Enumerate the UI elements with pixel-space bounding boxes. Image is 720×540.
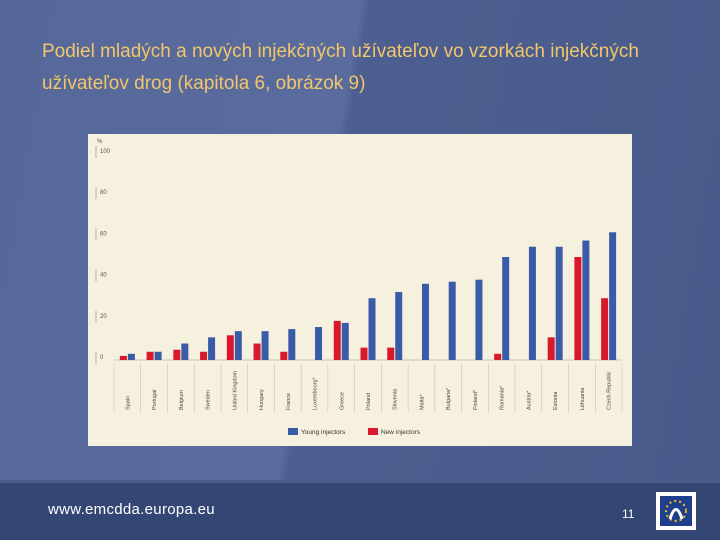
chart-panel: % 0 20 40 60 80 100 Spain Portugal Belgium Sweden U… [88,134,632,446]
legend-swatch-new [368,428,378,435]
bar-young-injectors [315,327,323,360]
bar-young-injectors [368,298,376,360]
bar-new-injectors [280,351,288,360]
bar-young-injectors [208,337,216,360]
category-label: Finland* [473,389,479,410]
bar-new-injectors [226,335,234,360]
category-label: Austria* [526,390,532,410]
bar-young-injectors [341,322,349,360]
bar-new-injectors [387,347,395,360]
bar-young-injectors [555,246,563,360]
page-number: 11 [622,507,635,521]
y-tick-label: 40 [100,273,107,279]
y-tick-label: 0 [100,355,104,361]
bar-young-injectors [261,331,269,360]
category-label: Bulgaria* [446,387,452,410]
legend-label-young: Young injectors [301,429,346,436]
y-tick-label: 20 [100,314,107,320]
bar-new-injectors [494,353,502,360]
category-label: Romania* [500,385,506,410]
bar-young-injectors [395,292,403,360]
bar-new-injectors [146,351,154,360]
bar-new-injectors [200,351,208,360]
category-label: Malta* [419,394,425,410]
category-label: Slovenia [393,388,399,410]
y-axis-label: % [97,139,103,145]
emcdda-logo [656,492,696,530]
legend-label-new: New injectors [381,429,421,436]
category-label: Czech Republic [607,371,613,410]
bar-young-injectors [609,232,617,360]
category-label: Spain [125,396,131,410]
category-label: Belgium [179,390,185,410]
bar-young-injectors [181,343,189,360]
legend-swatch-young [288,428,298,435]
category-label: Hungary [259,389,265,410]
bar-young-injectors [502,257,510,360]
bar-young-injectors [234,331,242,360]
y-tick-label: 80 [100,190,107,196]
category-label: United Kingdom [232,370,238,410]
bar-young-injectors [421,283,429,360]
footer-bar [0,483,720,540]
bar-new-injectors [119,355,127,360]
category-label: Poland [366,393,372,410]
category-label: Sweden [206,390,212,410]
bar-new-injectors [253,343,261,360]
bar-young-injectors [448,281,456,360]
category-label: Lithuania [580,387,586,410]
category-label: Luxembourg* [313,376,319,410]
bar-young-injectors [154,351,162,360]
bar-young-injectors [127,353,135,360]
bar-new-injectors [360,347,368,360]
category-label: France [286,393,292,410]
y-tick-label: 60 [100,231,107,237]
y-tick-label: 100 [100,149,111,155]
footer-url[interactable]: www.emcdda.europa.eu [48,501,215,518]
bar-new-injectors [574,257,582,360]
bar-new-injectors [601,298,609,360]
bar-new-injectors [547,337,555,360]
slide-title: Podiel mladých a nových injekčných užíva… [42,41,639,94]
category-label: Greece [339,392,345,410]
bar-chart: % 0 20 40 60 80 100 Spain Portugal Belgium Sweden U… [95,139,623,436]
category-label: Portugal [152,390,158,411]
bar-new-injectors [333,320,341,360]
bar-young-injectors [528,246,536,360]
bar-new-injectors [173,349,181,360]
bar-young-injectors [288,329,296,360]
category-label: Estonia [553,391,559,410]
bar-young-injectors [475,279,483,360]
bar-young-injectors [582,240,590,360]
